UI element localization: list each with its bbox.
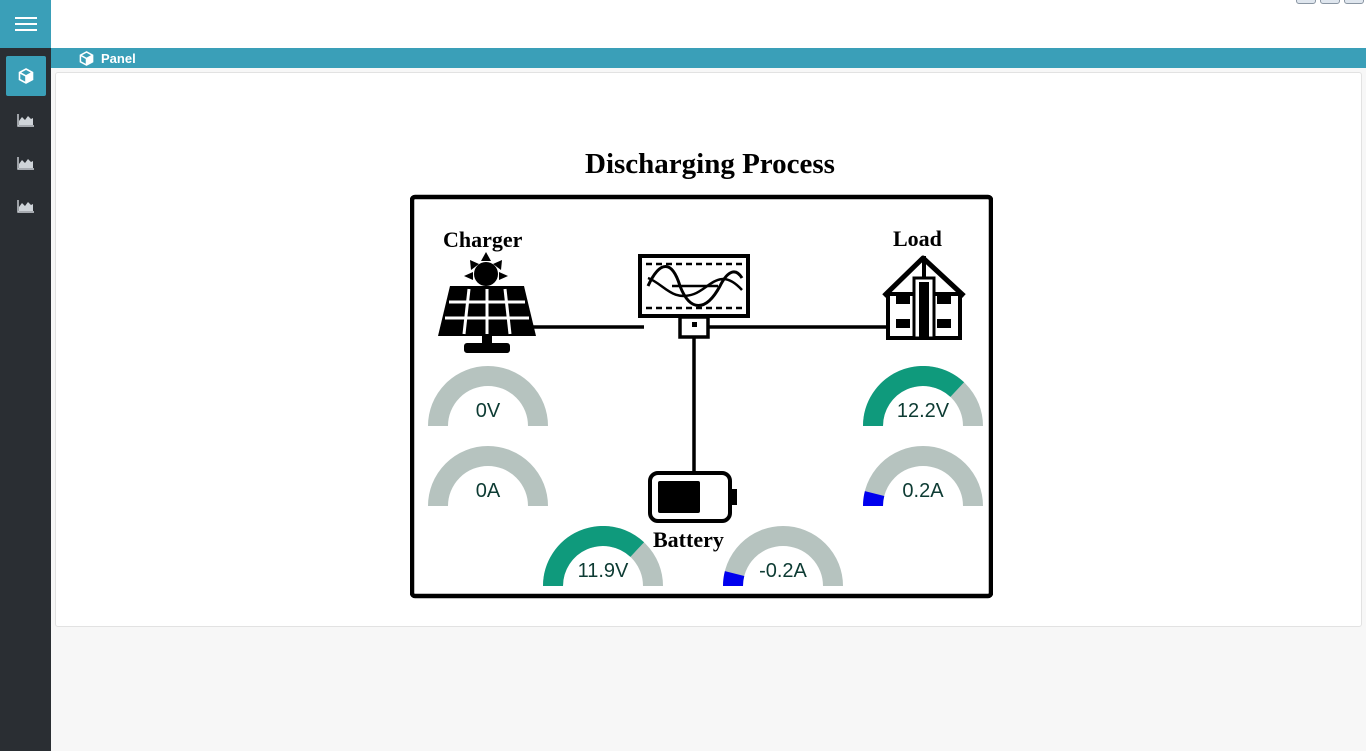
load-voltage-gauge: 12.2V [863, 366, 983, 428]
gauge-track [428, 446, 548, 507]
sidebar-item-chart-2[interactable] [6, 143, 46, 183]
diagram-title: Discharging Process [585, 148, 835, 180]
sidebar [0, 0, 51, 751]
gauge-fill [723, 571, 745, 587]
area-chart-icon [17, 200, 34, 213]
menu-toggle-button[interactable] [0, 0, 51, 48]
gauge-value: 0V [475, 400, 501, 422]
gauge-fill [543, 526, 645, 587]
charger-current-gauge: 0A [428, 446, 548, 508]
hamburger-icon [14, 17, 37, 31]
diagram-frame [410, 194, 993, 599]
gauge-fill [863, 491, 885, 507]
sidebar-item-panel[interactable] [6, 56, 46, 96]
close-button[interactable] [1344, 0, 1364, 4]
battery-current-gauge: -0.2A [723, 526, 843, 588]
sidebar-item-chart-3[interactable] [6, 186, 46, 226]
gauge-track [723, 526, 843, 587]
gauge-value: -0.2A [759, 560, 807, 582]
battery-icon [648, 471, 737, 523]
power-flow-diagram [410, 194, 993, 599]
battery-label: Battery [653, 527, 724, 552]
battery-voltage-gauge: 11.9V [543, 526, 663, 588]
load-label: Load [893, 226, 942, 251]
load-current-gauge: 0.2A [863, 446, 983, 508]
minimize-button[interactable] [1296, 0, 1316, 4]
charger-voltage-gauge: 0V [428, 366, 548, 428]
gauge-value: 0.2A [902, 480, 944, 502]
gauge-track [863, 446, 983, 507]
house-icon [882, 255, 966, 340]
breadcrumb: Panel [51, 48, 1366, 68]
top-bar [51, 0, 1366, 48]
area-chart-icon [17, 157, 34, 170]
gauge-track [428, 366, 548, 427]
area-chart-icon [17, 114, 34, 127]
cube-icon [18, 68, 34, 84]
breadcrumb-label[interactable]: Panel [101, 50, 136, 66]
gauge-value: 12.2V [896, 400, 950, 422]
charger-label: Charger [443, 227, 523, 252]
charge-controller-icon [638, 254, 750, 339]
cube-icon [79, 50, 94, 66]
gauge-value: 0A [475, 480, 501, 502]
solar-panel-icon [438, 252, 536, 353]
gauge-fill [863, 366, 965, 427]
sidebar-item-chart-1[interactable] [6, 100, 46, 140]
maximize-button[interactable] [1320, 0, 1340, 4]
window-controls [1296, 0, 1364, 4]
gauge-value: 11.9V [577, 560, 629, 582]
